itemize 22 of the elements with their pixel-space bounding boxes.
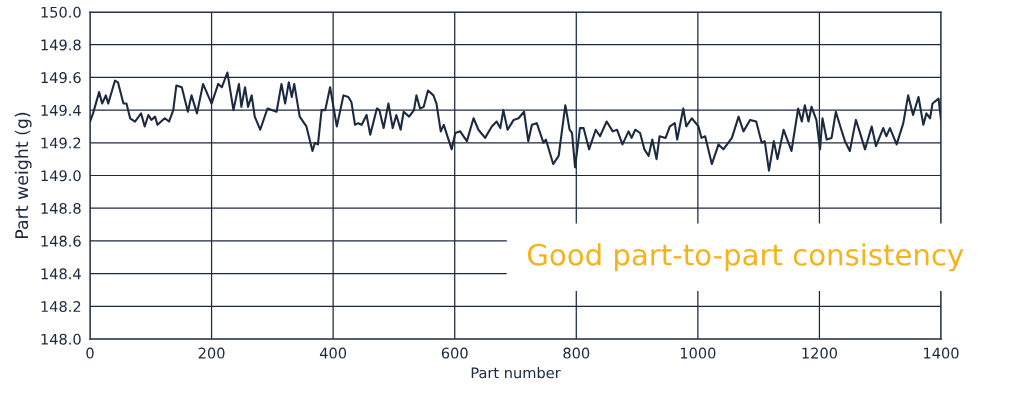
y-tick-label: 148.0 (41, 333, 81, 345)
y-tick-label: 149.4 (41, 104, 81, 116)
x-tick-label: 200 (198, 347, 225, 359)
y-tick-label: 150.0 (41, 6, 81, 18)
y-tick-label: 148.4 (41, 268, 81, 280)
x-tick-label: 1200 (802, 347, 838, 359)
x-tick-label: 400 (319, 347, 347, 359)
y-tick-label: 149.6 (41, 72, 81, 84)
y-tick-label: 149.0 (41, 170, 81, 182)
x-tick-label: 1400 (924, 347, 959, 359)
x-tick-label: 0 (86, 347, 94, 359)
x-tick-label: 600 (441, 347, 468, 359)
y-axis-title: Part weight (g) (14, 112, 32, 238)
annotation: Good part-to-part consistency (527, 243, 964, 272)
x-tick-label: 800 (563, 347, 590, 359)
y-tick-label: 148.8 (41, 202, 81, 214)
y-tick-label: 149.2 (41, 137, 81, 149)
y-tick-label: 148.6 (41, 235, 81, 247)
y-tick-label: 148.2 (41, 301, 81, 313)
y-tick-label: 149.8 (41, 39, 81, 51)
x-tick-label: 1000 (680, 347, 716, 359)
x-axis-title: Part number (471, 367, 561, 379)
